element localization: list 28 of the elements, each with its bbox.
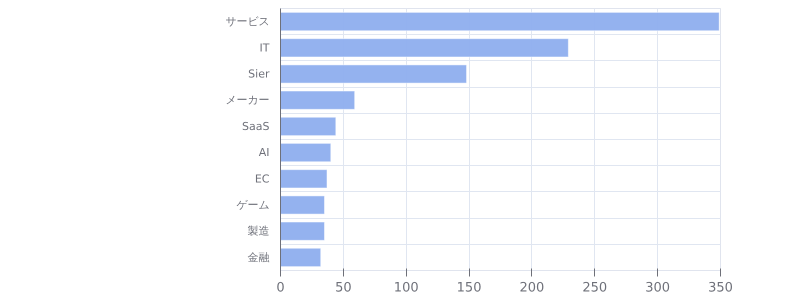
y-tick-label: 製造 <box>248 224 270 238</box>
bar <box>280 90 356 110</box>
x-tick-label: 250 <box>582 280 608 296</box>
x-tick-label: 200 <box>520 280 544 296</box>
x-tick-label: 0 <box>276 280 285 296</box>
y-tick-label: SaaS <box>242 120 270 133</box>
bar <box>280 169 328 188</box>
bar <box>280 248 322 268</box>
bar <box>280 195 325 215</box>
bar <box>280 222 325 241</box>
y-tick-label: 金融 <box>248 250 270 264</box>
y-tick-label: EC <box>254 172 270 186</box>
bar <box>280 116 336 136</box>
y-tick-label: IT <box>260 41 270 54</box>
bar <box>280 12 720 32</box>
x-tick-label: 150 <box>456 280 482 296</box>
bar <box>280 38 569 58</box>
bar <box>280 64 468 84</box>
x-tick-label: 100 <box>394 280 419 296</box>
y-tick-label: Sier <box>248 68 270 80</box>
x-tick-label: 300 <box>645 280 670 296</box>
y-tick-label: AI <box>258 146 270 160</box>
y-tick-label: メーカー <box>226 94 270 107</box>
y-tick-label: サービス <box>226 15 270 28</box>
y-tick-label: ゲーム <box>236 198 270 212</box>
bar <box>280 142 332 162</box>
x-tick-label: 50 <box>335 280 352 296</box>
x-tick-label: 350 <box>708 280 733 296</box>
